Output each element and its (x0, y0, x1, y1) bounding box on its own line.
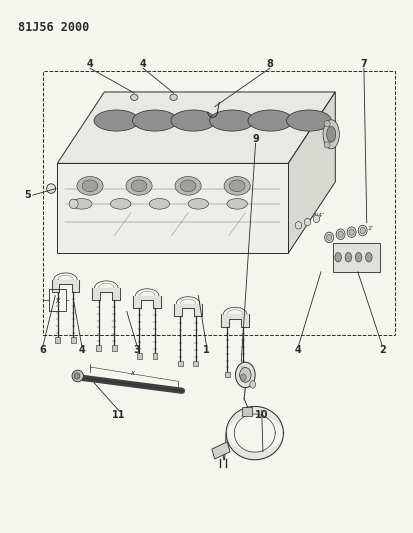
Polygon shape (57, 164, 288, 253)
Text: x: x (130, 369, 134, 376)
Bar (212, 442, 230, 459)
Bar (193, 361, 198, 367)
Ellipse shape (360, 228, 366, 233)
Ellipse shape (175, 176, 201, 195)
Bar (152, 353, 157, 359)
Ellipse shape (304, 219, 311, 226)
Ellipse shape (345, 253, 351, 262)
Ellipse shape (327, 126, 336, 142)
Ellipse shape (235, 362, 255, 387)
Bar (112, 345, 116, 351)
Ellipse shape (335, 253, 342, 262)
Ellipse shape (323, 120, 339, 149)
Text: 6: 6 (40, 345, 46, 355)
Ellipse shape (324, 142, 330, 148)
Ellipse shape (72, 370, 83, 382)
Bar (49, 289, 66, 311)
Ellipse shape (131, 180, 147, 192)
Ellipse shape (47, 184, 56, 193)
Ellipse shape (240, 368, 251, 382)
Ellipse shape (110, 199, 131, 209)
Ellipse shape (324, 120, 330, 127)
Text: 4: 4 (140, 59, 147, 69)
Ellipse shape (355, 253, 362, 262)
Ellipse shape (325, 232, 334, 243)
Ellipse shape (82, 180, 98, 192)
Text: 4: 4 (78, 345, 85, 355)
Text: 5: 5 (24, 190, 31, 200)
Ellipse shape (349, 229, 354, 235)
Ellipse shape (170, 94, 177, 100)
Ellipse shape (74, 373, 80, 379)
Bar (225, 372, 230, 377)
Ellipse shape (77, 176, 103, 195)
Ellipse shape (248, 110, 293, 131)
Polygon shape (57, 92, 335, 164)
Ellipse shape (69, 199, 78, 208)
Bar (137, 353, 142, 359)
Ellipse shape (180, 180, 196, 192)
Bar (96, 345, 101, 351)
Ellipse shape (131, 94, 138, 100)
Bar (240, 372, 245, 377)
Text: 2″: 2″ (368, 227, 374, 231)
Text: 8: 8 (266, 59, 273, 69)
Text: 81J56 2000: 81J56 2000 (19, 21, 90, 34)
Text: 1: 1 (203, 345, 210, 355)
Ellipse shape (149, 199, 170, 209)
Bar (178, 361, 183, 367)
Ellipse shape (295, 222, 302, 229)
Ellipse shape (126, 176, 152, 195)
Ellipse shape (240, 374, 246, 381)
Ellipse shape (94, 110, 139, 131)
Ellipse shape (327, 234, 332, 240)
Polygon shape (93, 288, 120, 300)
Bar (242, 407, 252, 416)
Polygon shape (133, 296, 161, 308)
Ellipse shape (209, 110, 254, 131)
Bar (71, 337, 76, 343)
Text: 4: 4 (87, 59, 93, 69)
Bar (55, 337, 60, 343)
Text: 4: 4 (295, 345, 302, 355)
Text: 3: 3 (134, 345, 140, 355)
Ellipse shape (338, 231, 343, 237)
Polygon shape (288, 92, 335, 253)
Bar (43, 71, 394, 335)
Text: 2: 2 (379, 345, 386, 355)
Text: 9: 9 (252, 134, 259, 143)
Ellipse shape (336, 229, 345, 239)
Text: 3/4″: 3/4″ (313, 212, 325, 217)
Ellipse shape (133, 110, 178, 131)
Ellipse shape (71, 199, 92, 209)
Ellipse shape (171, 110, 216, 131)
Ellipse shape (347, 227, 356, 237)
Ellipse shape (287, 110, 332, 131)
Bar (333, 243, 380, 272)
Ellipse shape (250, 381, 256, 388)
Text: 10: 10 (255, 409, 268, 419)
Ellipse shape (188, 199, 209, 209)
Polygon shape (174, 303, 202, 316)
Ellipse shape (229, 180, 245, 192)
Ellipse shape (358, 225, 367, 236)
Polygon shape (221, 314, 249, 327)
Text: x: x (55, 296, 60, 305)
Ellipse shape (224, 176, 250, 195)
Ellipse shape (366, 253, 372, 262)
Ellipse shape (313, 215, 320, 223)
Ellipse shape (227, 199, 247, 209)
Text: 11: 11 (112, 409, 126, 419)
Text: 7: 7 (361, 59, 367, 69)
Polygon shape (52, 280, 79, 293)
